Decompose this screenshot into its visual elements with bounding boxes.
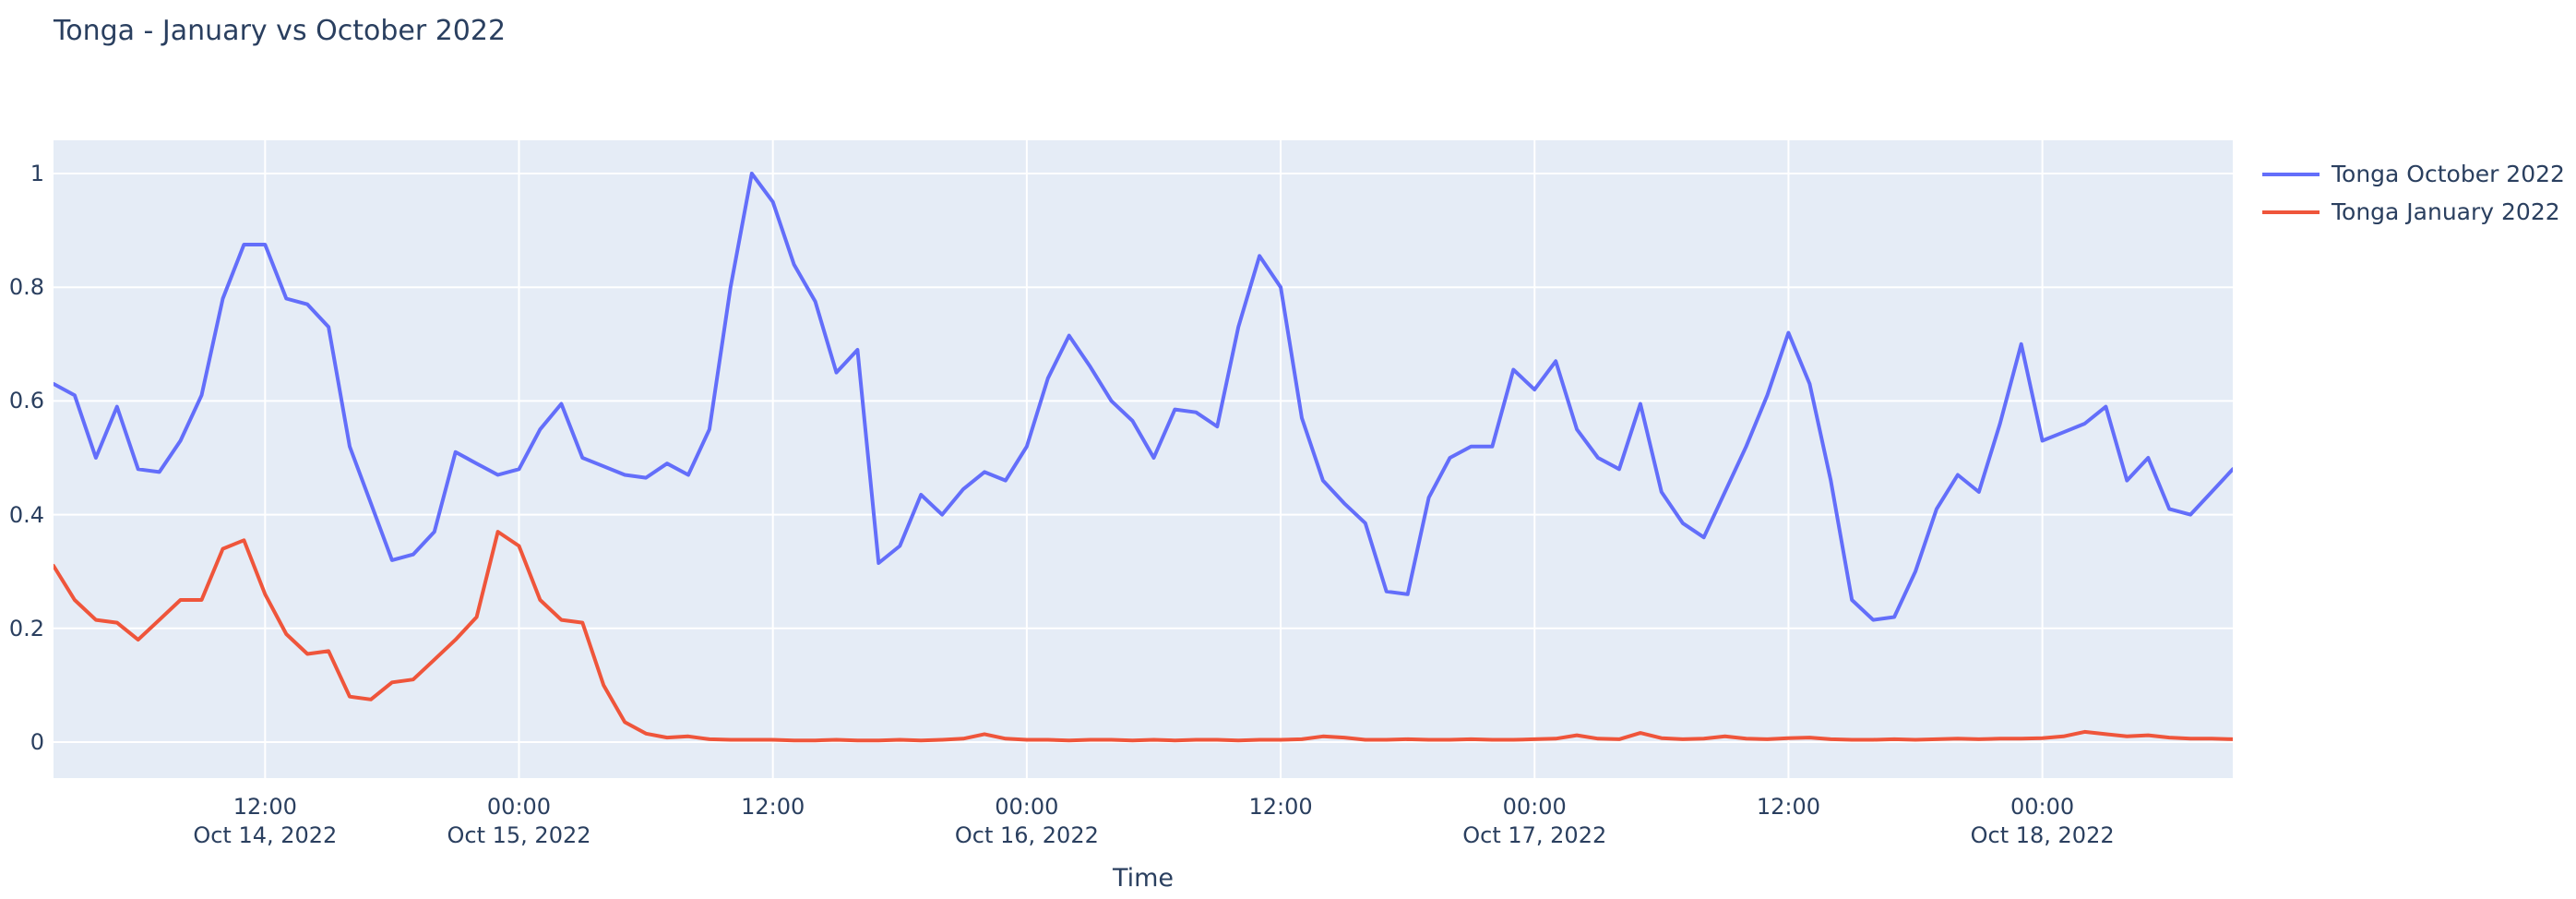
x-tick-label-36: 12:00: [741, 794, 805, 820]
x-tick-label-60: 12:00: [1248, 794, 1313, 820]
legend-item-tonga-january-2022[interactable]: Tonga January 2022: [2262, 193, 2565, 231]
plot-area[interactable]: [54, 140, 2233, 778]
legend-item-tonga-october-2022[interactable]: Tonga October 2022: [2262, 155, 2565, 193]
plot-svg: [54, 140, 2233, 778]
y-tick-label-1: 1: [30, 161, 44, 186]
y-tick-label-0.4: 0.4: [8, 501, 44, 528]
legend-line-swatch-january: [2262, 210, 2320, 214]
x-tick-label-24: 00:00 Oct 15, 2022: [447, 794, 591, 848]
legend: Tonga October 2022 Tonga January 2022: [2262, 155, 2565, 231]
x-tick-label-96: 00:00 Oct 18, 2022: [1970, 794, 2115, 848]
x-tick-label-84: 12:00: [1756, 794, 1820, 820]
y-tick-label-0.6: 0.6: [8, 388, 44, 414]
legend-label: Tonga January 2022: [2332, 198, 2560, 225]
legend-line-swatch-october: [2262, 172, 2320, 176]
legend-label: Tonga October 2022: [2332, 161, 2565, 187]
x-tick-label-12: 12:00 Oct 14, 2022: [193, 794, 338, 848]
chart-title: Tonga - January vs October 2022: [54, 15, 507, 47]
series-line-tonga-january-2022[interactable]: [54, 530, 2233, 743]
series-line-tonga-october-2022[interactable]: [54, 172, 2233, 622]
x-axis-title: Time: [1112, 864, 1175, 893]
y-tick-label-0.8: 0.8: [8, 274, 44, 301]
y-tick-label-0.2: 0.2: [8, 615, 44, 641]
x-tick-label-48: 00:00 Oct 16, 2022: [954, 794, 1099, 848]
x-tick-label-72: 00:00 Oct 17, 2022: [1462, 794, 1607, 848]
y-tick-label-0: 0: [30, 729, 44, 755]
